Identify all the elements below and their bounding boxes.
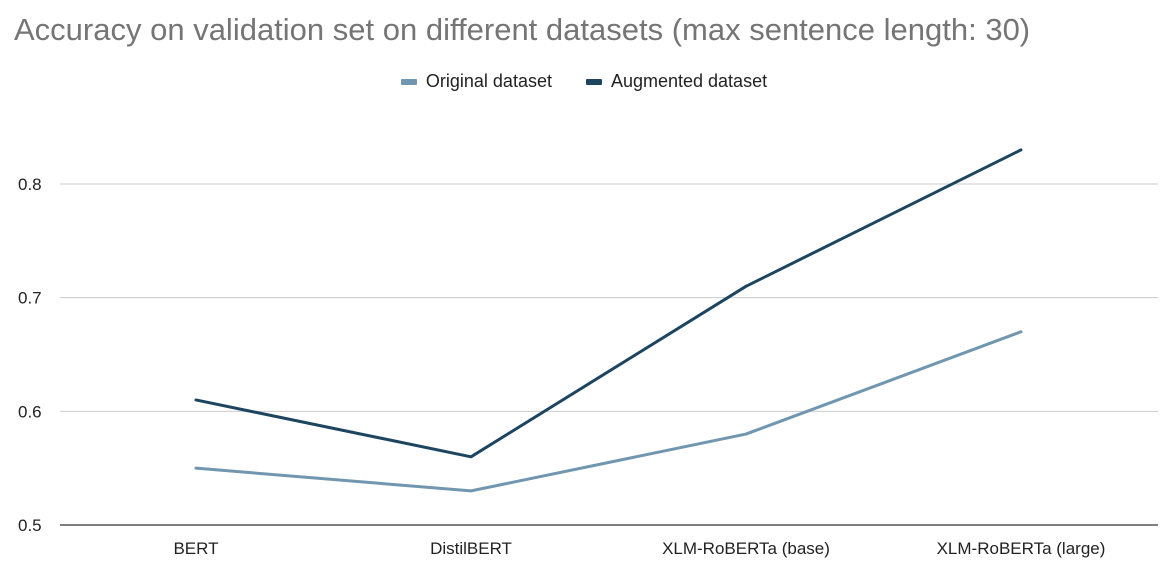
legend-label-original: Original dataset [425,71,552,91]
data-point-augmented[interactable] [192,396,200,404]
legend-label-augmented: Augmented dataset [610,71,768,91]
data-point-original[interactable] [1017,328,1025,336]
y-tick-label: 0.6 [18,402,42,421]
y-tick-label: 0.5 [18,516,42,535]
legend: Original dataset Augmented dataset [0,71,1168,92]
chart-title: Accuracy on validation set on different … [14,12,1031,47]
y-tick-label: 0.7 [18,289,42,308]
data-point-original[interactable] [742,430,750,438]
data-point-augmented[interactable] [1017,146,1025,154]
y-tick-label: 0.8 [18,175,42,194]
legend-item-original[interactable]: Original dataset [400,71,552,92]
data-point-original[interactable] [467,487,475,495]
x-tick-label: XLM-RoBERTa (large) [937,539,1106,558]
legend-swatch-original [400,78,417,85]
series-line-original[interactable] [194,330,1023,493]
data-point-original[interactable] [192,464,200,472]
x-tick-label: DistilBERT [430,539,512,558]
series-line-augmented[interactable] [194,148,1023,459]
x-tick-label: BERT [173,539,218,558]
data-point-augmented[interactable] [467,453,475,461]
data-point-augmented[interactable] [742,282,750,290]
legend-item-augmented[interactable]: Augmented dataset [585,71,768,92]
x-tick-label: XLM-RoBERTa (base) [662,539,830,558]
legend-swatch-augmented [585,78,602,85]
